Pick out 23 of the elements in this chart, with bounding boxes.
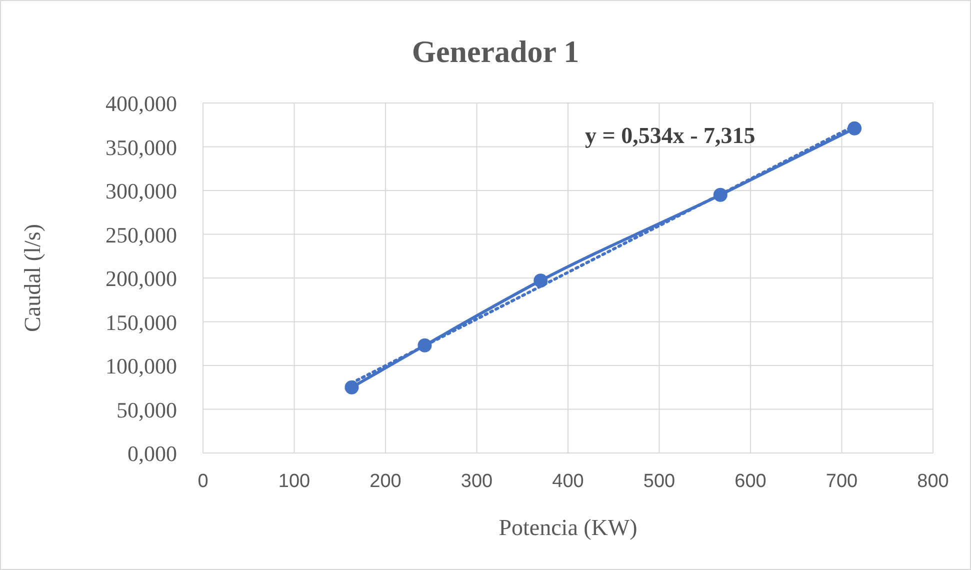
x-tick-label: 400 bbox=[552, 471, 584, 492]
y-tick-label: 0,000 bbox=[128, 441, 177, 466]
x-tick-label: 500 bbox=[643, 471, 676, 492]
x-tick-label: 600 bbox=[734, 471, 766, 492]
x-tick-label: 700 bbox=[826, 471, 858, 492]
y-tick-label: 350,000 bbox=[106, 134, 177, 160]
y-tick-label: 150,000 bbox=[106, 310, 177, 335]
x-tick-label: 800 bbox=[917, 471, 949, 492]
x-tick-label: 200 bbox=[370, 471, 402, 492]
point bbox=[344, 380, 359, 394]
x-axis-title: Potencia (KW) bbox=[498, 515, 638, 540]
y-tick-label: 100,000 bbox=[106, 354, 177, 378]
chart-title: Generador 1 bbox=[412, 34, 580, 69]
y-tick-label: 300,000 bbox=[106, 178, 177, 204]
x-tick-label: 300 bbox=[460, 471, 493, 492]
y-tick-label: 400,000 bbox=[106, 91, 177, 116]
x-tick-label: 0 bbox=[198, 471, 208, 492]
x-tick-label: 100 bbox=[278, 471, 310, 492]
y-tick-label: 50,000 bbox=[116, 397, 177, 422]
y-tick-label: 250,000 bbox=[106, 222, 177, 248]
annotation: y = 0,534x - 7,315 bbox=[585, 123, 756, 148]
y-axis-title: Caudal (l/s) bbox=[20, 224, 45, 332]
y-tick-label: 200,000 bbox=[106, 266, 177, 291]
